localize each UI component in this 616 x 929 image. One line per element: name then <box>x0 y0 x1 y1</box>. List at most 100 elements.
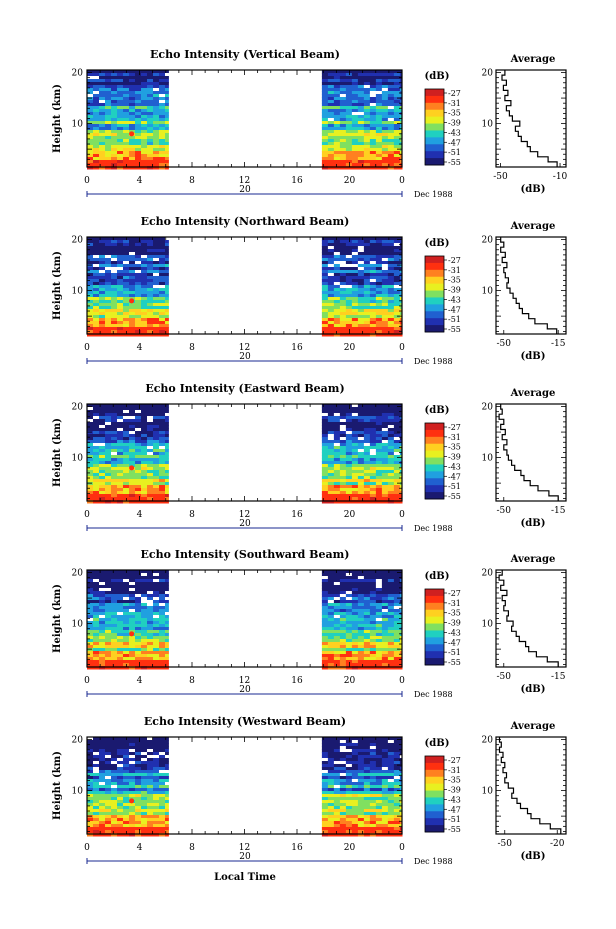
heatmap-cell <box>147 627 154 631</box>
heatmap-cell <box>165 642 169 646</box>
heatmap-cell <box>135 163 142 167</box>
heatmap-cell <box>321 246 329 250</box>
heatmap-cell <box>387 407 395 411</box>
heatmap-cell <box>87 82 94 86</box>
heatmap-cell <box>363 618 371 622</box>
heatmap-cell <box>333 106 341 110</box>
heatmap-cell <box>363 636 371 640</box>
heatmap-cell <box>129 252 136 256</box>
heatmap-cell <box>153 758 160 762</box>
heatmap-cell <box>87 461 94 465</box>
heatmap-cell <box>99 166 106 170</box>
heatmap-cell <box>387 425 395 429</box>
heatmap-cell <box>321 615 329 619</box>
heatmap-cell <box>147 437 154 441</box>
heatmap-cell <box>363 154 371 158</box>
heatmap-cell <box>159 303 166 307</box>
heatmap-cell <box>123 600 130 604</box>
heatmap-cell <box>357 291 365 295</box>
heatmap-cell <box>393 576 401 580</box>
heatmap-cell <box>147 410 154 414</box>
heatmap-cell <box>381 591 389 595</box>
heatmap-cell <box>147 579 154 583</box>
heatmap-cell <box>375 154 383 158</box>
heatmap-cell <box>141 315 148 319</box>
heatmap-cell <box>99 303 106 307</box>
heatmap-cell <box>147 648 154 652</box>
heatmap-cell <box>345 476 353 480</box>
heatmap-cell <box>147 785 154 789</box>
heatmap-cell <box>393 124 401 128</box>
heatmap-cell <box>135 127 142 131</box>
heatmap-cell <box>123 97 130 101</box>
heatmap-cell <box>159 82 166 86</box>
heatmap-cell <box>153 740 160 744</box>
heatmap-cell <box>345 473 353 477</box>
heatmap-cell <box>375 416 383 420</box>
heatmap-cell <box>339 570 347 574</box>
heatmap-cell <box>147 422 154 426</box>
colorbar-unit: (dB) <box>425 405 450 416</box>
heatmap-cell <box>93 133 100 137</box>
heatmap-cell <box>333 615 341 619</box>
heatmap-cell <box>93 151 100 155</box>
heatmap-cell <box>99 115 106 119</box>
heatmap-cell <box>339 636 347 640</box>
heatmap-cell <box>333 70 341 74</box>
heatmap-cell <box>159 785 166 789</box>
heatmap-cell <box>135 740 142 744</box>
heatmap-cell <box>141 497 148 501</box>
heatmap-cell <box>105 440 112 444</box>
colorbar-swatch <box>425 602 444 611</box>
heatmap-cell <box>345 455 353 459</box>
heatmap-cell <box>111 425 118 429</box>
heatmap-cell <box>381 600 389 604</box>
colorbar-unit: (dB) <box>425 71 450 82</box>
colorbar-swatch <box>425 609 444 618</box>
heatmap-cell <box>357 273 365 277</box>
heatmap-cell <box>345 642 353 646</box>
heatmap-cell <box>87 97 94 101</box>
heatmap-cell <box>321 404 329 408</box>
heatmap-cell <box>147 261 154 265</box>
heatmap-cell <box>357 124 365 128</box>
heatmap-cell <box>339 576 347 580</box>
heatmap-cell <box>351 124 359 128</box>
heatmap-cell <box>117 473 124 477</box>
heatmap-cell <box>135 413 142 417</box>
heatmap-cell <box>111 419 118 423</box>
heatmap-cell <box>87 148 94 152</box>
heatmap-cell <box>129 443 136 447</box>
heatmap-cell <box>165 746 169 750</box>
heatmap-cell <box>363 594 371 598</box>
heatmap-cell <box>165 600 169 604</box>
heatmap-cell <box>339 112 347 116</box>
heatmap-cell <box>117 252 124 256</box>
heatmap-cell <box>375 651 383 655</box>
heatmap-cell <box>369 642 377 646</box>
heatmap-cell <box>123 633 130 637</box>
heatmap-cell <box>333 491 341 495</box>
heatmap-cell <box>321 240 329 244</box>
heatmap-cell <box>381 112 389 116</box>
heatmap-cell <box>147 115 154 119</box>
heatmap-cell <box>399 654 403 658</box>
heatmap-cell <box>363 139 371 143</box>
heatmap-cell <box>159 455 166 459</box>
heatmap-cell <box>321 431 329 435</box>
heatmap-cell <box>375 600 383 604</box>
heatmap-cell <box>387 246 395 250</box>
heatmap-cell <box>327 157 335 161</box>
heatmap-cell <box>369 279 377 283</box>
heatmap-cell <box>93 639 100 643</box>
heatmap-cell <box>369 648 377 652</box>
heatmap-cell <box>141 491 148 495</box>
heatmap-cell <box>105 482 112 486</box>
heatmap-cell <box>141 818 148 822</box>
heatmap-cell <box>351 303 359 307</box>
heatmap-cell <box>99 573 106 577</box>
heatmap-cell <box>153 479 160 483</box>
heatmap-cell <box>159 570 166 574</box>
heatmap-cell <box>159 300 166 304</box>
heatmap-cell <box>105 267 112 271</box>
